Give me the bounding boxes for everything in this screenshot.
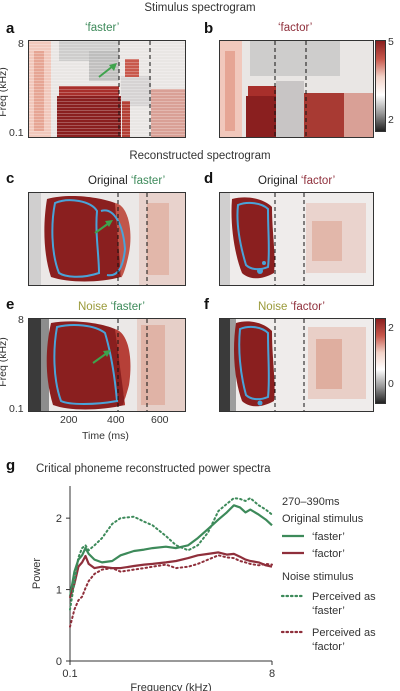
- colorbar-bottom-tick-max: 2: [388, 322, 394, 334]
- reconstructed-noise-factor: [219, 318, 374, 412]
- y-tick-label: 0: [56, 656, 62, 668]
- colorbar-top: [375, 40, 386, 132]
- panel-d-word: ‘factor’: [300, 175, 336, 187]
- series-line-2: [68, 551, 273, 599]
- freq-tick-bottom-e: 0.1: [9, 403, 24, 415]
- stimulus-section-title: Stimulus spectrogram: [144, 2, 256, 14]
- y-tick-label: 1: [56, 585, 62, 597]
- series-line-3: [69, 497, 273, 611]
- series-line-4: [69, 554, 273, 628]
- panel-d-prefix: Original: [258, 175, 298, 187]
- y-axis-label: Power: [31, 558, 43, 590]
- legend-original-group: Original stimulus: [282, 513, 364, 525]
- legend-entry-perceived-factor-line2: ‘factor’: [312, 641, 345, 653]
- freq-tick-top-a: 8: [18, 38, 24, 50]
- colorbar-top-tick-min: 2: [388, 114, 394, 126]
- time-axis-label: Time (ms): [82, 430, 129, 442]
- legend-entry-faster: ‘faster’: [312, 531, 345, 543]
- reconstructed-section-title: Reconstructed spectrogram: [129, 150, 271, 162]
- legend-entry-factor: ‘factor’: [312, 548, 345, 560]
- panel-e-prefix: Noise: [78, 301, 108, 313]
- power-spectra-chart: 0 1 2 0.1 8 Power Frequency (kHz) 270–390ms Ori…: [31, 486, 376, 691]
- panel-letter-e: e: [6, 296, 15, 313]
- legend-entry-perceived-factor-line1: Perceived as: [312, 627, 376, 639]
- colorbar-top-tick-max: 5: [388, 36, 394, 48]
- legend-noise-group: Noise stimulus: [282, 571, 354, 583]
- reconstructed-noise-faster: [28, 318, 186, 412]
- panel-b-title: ‘factor’: [278, 22, 313, 34]
- x-tick-label: 0.1: [62, 668, 77, 680]
- freq-tick-bottom-a: 0.1: [9, 127, 24, 139]
- panel-f-prefix: Noise: [258, 301, 288, 313]
- panel-c-title: Original ‘faster’: [88, 175, 165, 187]
- reconstructed-original-faster: [28, 192, 186, 286]
- x-tick-label: 8: [269, 668, 275, 680]
- legend-entry-perceived-faster-line1: Perceived as: [312, 591, 376, 603]
- arrow-icon: [98, 65, 114, 78]
- panel-d-title: Original ‘factor’: [258, 175, 335, 187]
- x-axis-label: Frequency (kHz): [130, 682, 211, 691]
- time-tick-600: 600: [151, 414, 169, 426]
- panel-a-title: ‘faster’: [85, 22, 120, 34]
- time-tick-400: 400: [107, 414, 125, 426]
- panel-e-title: Noise ‘faster’: [78, 301, 145, 313]
- colorbar-bottom: [375, 318, 386, 404]
- panel-letter-c: c: [6, 170, 15, 187]
- panel-e-word: ‘faster’: [110, 301, 145, 313]
- panel-letter-d: d: [204, 170, 214, 187]
- time-tick-200: 200: [60, 414, 78, 426]
- colorbar-bottom-tick-min: 0: [388, 378, 394, 390]
- series-line-1: [68, 504, 273, 597]
- panel-f-title: Noise ‘factor’: [258, 301, 325, 313]
- panel-c-word: ‘faster’: [130, 175, 166, 187]
- panel-letter-f: f: [204, 296, 209, 313]
- freq-axis-label-bottom: Freq (kHz): [0, 337, 9, 387]
- stimulus-spectrogram-factor: [219, 40, 374, 138]
- panel-f-word: ‘factor’: [290, 301, 325, 313]
- freq-axis-label-top: Freq (kHz): [0, 67, 9, 117]
- panel-g-title: Critical phoneme reconstructed power spe…: [36, 463, 271, 475]
- stimulus-spectrogram-faster: [28, 40, 186, 138]
- legend-window-label: 270–390ms: [282, 496, 340, 508]
- panel-letter-g: g: [6, 457, 16, 474]
- panel-letter-b: b: [204, 20, 214, 37]
- panel-letter-a: a: [6, 20, 15, 37]
- legend-entry-perceived-faster-line2: ‘faster’: [312, 605, 345, 617]
- reconstructed-original-factor: [219, 192, 374, 286]
- panel-c-prefix: Original: [88, 175, 128, 187]
- freq-tick-top-e: 8: [18, 314, 24, 326]
- y-tick-label: 2: [56, 513, 62, 525]
